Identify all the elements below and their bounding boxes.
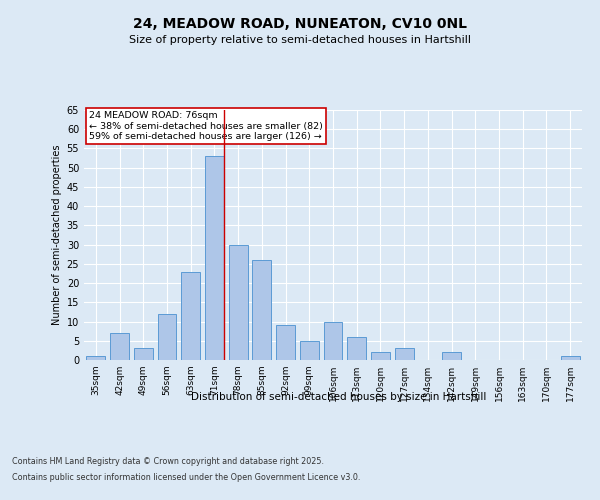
Text: Contains HM Land Registry data © Crown copyright and database right 2025.: Contains HM Land Registry data © Crown c… (12, 458, 324, 466)
Bar (560, 356, 580, 360)
Bar (371, 352, 390, 360)
Bar (347, 337, 366, 360)
Bar (395, 348, 413, 360)
Bar (110, 333, 129, 360)
Text: 24, MEADOW ROAD, NUNEATON, CV10 0NL: 24, MEADOW ROAD, NUNEATON, CV10 0NL (133, 18, 467, 32)
Bar (134, 348, 153, 360)
Bar (253, 260, 271, 360)
Bar (86, 356, 106, 360)
Bar (323, 322, 343, 360)
Text: Size of property relative to semi-detached houses in Hartshill: Size of property relative to semi-detach… (129, 35, 471, 45)
Text: Contains public sector information licensed under the Open Government Licence v3: Contains public sector information licen… (12, 472, 361, 482)
Text: 24 MEADOW ROAD: 76sqm
← 38% of semi-detached houses are smaller (82)
59% of semi: 24 MEADOW ROAD: 76sqm ← 38% of semi-deta… (89, 112, 323, 141)
Y-axis label: Number of semi-detached properties: Number of semi-detached properties (52, 145, 62, 325)
Bar (229, 244, 248, 360)
Text: Distribution of semi-detached houses by size in Hartshill: Distribution of semi-detached houses by … (191, 392, 487, 402)
Bar (276, 326, 295, 360)
Bar (181, 272, 200, 360)
Bar (442, 352, 461, 360)
Bar (158, 314, 176, 360)
Bar (300, 341, 319, 360)
Bar (205, 156, 224, 360)
